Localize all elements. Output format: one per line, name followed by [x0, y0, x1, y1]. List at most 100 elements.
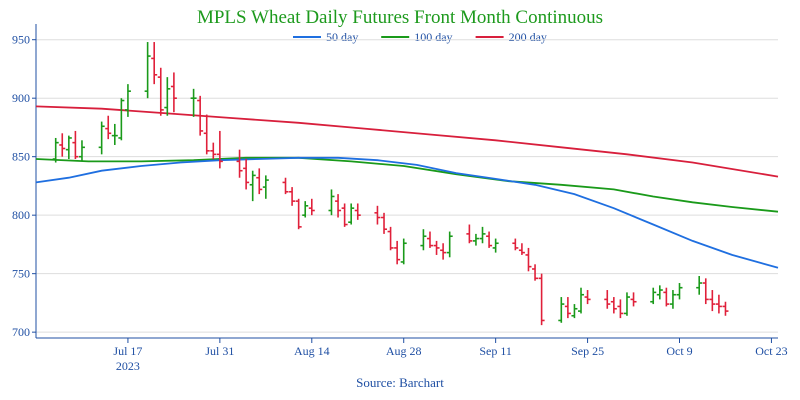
- ohlc-bar: [236, 149, 243, 178]
- ohlc-bar: [348, 203, 355, 225]
- ohlc-bar: [170, 72, 177, 113]
- y-axis: 700 750 800 850 900 950: [12, 24, 37, 339]
- ohlc-bar: [486, 231, 493, 248]
- legend: 50 day 100 day 200 day: [293, 30, 547, 44]
- ohlc-bar: [663, 287, 670, 307]
- ohlc-bar: [249, 170, 256, 202]
- ohlc-bar: [394, 240, 401, 265]
- ohlc-bar: [72, 130, 79, 160]
- ohlc-bar: [525, 247, 532, 272]
- ohlc-bar: [479, 226, 486, 244]
- sma-200-line: [35, 105, 779, 178]
- ohlc-bar: [518, 243, 525, 255]
- ohlc-bar: [558, 297, 565, 323]
- ohlc-bar: [446, 231, 453, 258]
- x-tick-label: Oct 23: [755, 344, 787, 358]
- ohlc-bar: [289, 187, 296, 206]
- ohlc-bar: [381, 212, 388, 234]
- ohlc-bar: [295, 198, 302, 230]
- sma-100-line: [35, 156, 779, 213]
- ohlc-bar: [709, 290, 716, 312]
- legend-label: 200 day: [509, 30, 547, 44]
- ohlc-bar: [124, 84, 131, 117]
- y-tick-label: 700: [12, 325, 30, 339]
- ohlc-bar: [617, 299, 624, 319]
- ohlc-bar: [243, 159, 250, 190]
- ohlc-bar: [144, 42, 151, 99]
- source-note: Source: Barchart: [356, 375, 444, 390]
- ohlc-bar: [650, 287, 657, 305]
- ohlc-bar: [610, 297, 617, 314]
- ohlc-bar: [656, 285, 663, 300]
- ohlc-bar: [157, 67, 164, 116]
- ohlc-bar: [52, 137, 59, 163]
- ohlc-bar: [111, 123, 118, 145]
- ohlc-bar: [400, 238, 407, 265]
- chart-title: MPLS Wheat Daily Futures Front Month Con…: [197, 7, 603, 28]
- x-tick-label: Aug 28: [386, 344, 422, 358]
- ohlc-bar: [472, 233, 479, 246]
- ohlc-bar: [98, 121, 105, 155]
- legend-label: 100 day: [414, 30, 452, 44]
- ohlc-bar: [722, 301, 729, 316]
- ohlc-bar: [512, 238, 519, 251]
- x-tick-label: Jul 17: [113, 344, 142, 358]
- ohlc-bar: [623, 292, 630, 316]
- ohlc-bar: [492, 238, 499, 253]
- ohlc-bar: [584, 290, 591, 305]
- ohlc-bar: [696, 276, 703, 295]
- ohlc-bar: [328, 189, 335, 216]
- ohlc-bar: [538, 273, 545, 326]
- ohlc-bar: [433, 240, 440, 255]
- x-tick-label: Aug 14: [294, 344, 330, 358]
- ohlc-bar: [466, 224, 473, 244]
- ohlc-bar: [335, 194, 342, 218]
- ohlc-bar: [118, 98, 125, 141]
- ohlc-bar: [440, 243, 447, 260]
- ohlc-bar: [715, 294, 722, 314]
- ohlc-bar: [676, 283, 683, 300]
- y-tick-label: 950: [12, 33, 30, 47]
- ohlc-bar: [341, 203, 348, 227]
- ohlc-bar: [216, 130, 223, 169]
- ohlc-bar: [302, 201, 309, 218]
- ohlc-bar: [630, 292, 637, 307]
- ohlc-bar: [105, 115, 112, 140]
- ohlc-bar: [197, 95, 204, 136]
- ohlc-bar: [203, 114, 210, 155]
- sma-50-line: [35, 156, 779, 269]
- ohlc-bar: [262, 175, 269, 199]
- ohlc-bar: [354, 203, 361, 220]
- x-tick-label: Sep 11: [479, 344, 512, 358]
- x-tick-label: Jul 31: [205, 344, 234, 358]
- ohlc-bar: [578, 287, 585, 314]
- ohlc-bar: [374, 205, 381, 225]
- ohlc-bar: [78, 140, 85, 162]
- ohlc-bar: [65, 135, 72, 160]
- legend-label: 50 day: [326, 30, 358, 44]
- y-tick-label: 850: [12, 150, 30, 164]
- ohlc-bar: [190, 88, 197, 117]
- ohlc-bar: [604, 290, 611, 309]
- moving-average-lines: [35, 105, 779, 269]
- ohlc-bar: [426, 231, 433, 248]
- ohlc-bar: [256, 168, 263, 195]
- ohlc-bar: [164, 77, 171, 116]
- ohlc-bars: [52, 42, 729, 326]
- y-tick-label: 750: [12, 267, 30, 281]
- ohlc-bar: [59, 133, 66, 157]
- x-tick-label: Sep 25: [571, 344, 604, 358]
- ohlc-bar: [571, 304, 578, 319]
- ohlc-bar: [532, 264, 539, 281]
- ohlc-bar: [669, 290, 676, 309]
- ohlc-bar: [308, 198, 315, 216]
- ohlc-bar: [210, 142, 217, 160]
- x-tick-sublabel: 2023: [116, 359, 140, 373]
- y-tick-label: 800: [12, 208, 30, 222]
- ohlc-bar: [420, 229, 427, 251]
- ohlc-bar: [387, 226, 394, 251]
- ohlc-bar: [151, 42, 158, 85]
- ohlc-bar: [702, 278, 709, 305]
